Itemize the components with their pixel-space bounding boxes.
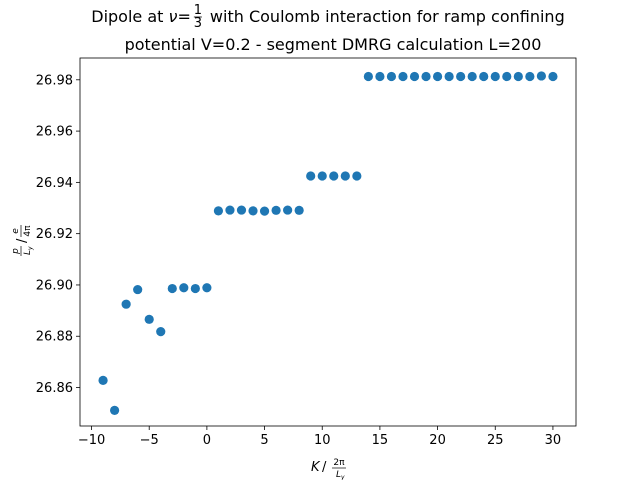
data-point (98, 375, 108, 385)
data-point (156, 327, 166, 337)
x-tick-label: −10 (78, 433, 105, 448)
y-label-e: e (11, 228, 21, 234)
y-tick-label: 26.90 (36, 278, 73, 293)
y-tick-label: 26.98 (36, 73, 73, 88)
x-tick-label: 15 (372, 433, 389, 448)
data-point (225, 205, 235, 215)
data-point (386, 71, 397, 82)
title-fraction-denominator: 3 (194, 16, 202, 31)
y-tick-label: 26.92 (36, 227, 73, 242)
data-point (317, 171, 327, 181)
y-tick-label: 26.94 (36, 176, 73, 191)
x-label-k: K (311, 460, 321, 475)
data-point (133, 284, 143, 295)
title-line-1: Dipole at ν= with Coulomb interaction fo… (91, 7, 564, 26)
y-axis-label: p L y / e 4π (11, 225, 34, 256)
x-tick-label: 30 (545, 433, 562, 448)
x-axis-ticks: −10 −5 0 5 10 15 20 25 30 (78, 426, 561, 448)
y-tick-label: 26.86 (36, 381, 73, 396)
x-label-denominator: L (336, 470, 341, 480)
x-label-numerator: 2π (333, 458, 345, 468)
x-tick-label: 10 (314, 433, 331, 448)
data-point (490, 71, 500, 82)
data-point (167, 283, 177, 294)
data-point (213, 206, 224, 216)
data-point (398, 71, 408, 82)
y-axis-ticks: 26.86 26.88 26.90 26.92 26.94 26.96 26.98 (36, 73, 80, 396)
data-point (283, 205, 293, 215)
data-point (536, 71, 546, 81)
plot-frame (79, 57, 577, 427)
title-suffix: with Coulomb interaction for ramp confin… (205, 7, 565, 26)
data-point (456, 71, 466, 82)
y-tick-label: 26.88 (36, 330, 73, 345)
y-label-4pi: 4π (23, 225, 33, 237)
data-point (409, 71, 420, 82)
title-prefix: Dipole at (91, 7, 168, 26)
data-point (340, 171, 350, 181)
data-point (236, 205, 247, 215)
y-label-slash: / (15, 238, 30, 243)
x-axis-label: K / 2π L y (311, 458, 346, 480)
x-label-slash: / (322, 460, 327, 475)
x-tick-label: 25 (487, 433, 504, 448)
data-point (259, 206, 270, 216)
data-point (479, 71, 489, 82)
data-point (190, 283, 200, 294)
data-point (179, 283, 189, 293)
data-point (110, 405, 120, 415)
x-label-denominator-sub: y (340, 474, 345, 480)
y-label-ly-sub: y (27, 246, 34, 251)
title-nu: ν (169, 7, 178, 26)
data-points (98, 71, 558, 415)
data-point (121, 299, 131, 309)
data-point (271, 205, 281, 215)
data-point (548, 71, 558, 82)
data-point (432, 71, 443, 82)
y-label-ly: L (23, 250, 33, 255)
data-point (375, 71, 385, 82)
title-line-2: potential V=0.2 - segment DMRG calculati… (125, 35, 542, 54)
title-fraction-numerator: 1 (194, 3, 202, 18)
data-point (202, 283, 212, 293)
data-point (144, 314, 154, 324)
y-tick-label: 26.96 (36, 125, 73, 140)
title-fraction: 1 3 (194, 3, 202, 31)
data-point (294, 205, 304, 215)
chart-title: Dipole at ν= with Coulomb interaction fo… (91, 3, 564, 54)
data-point (444, 71, 454, 82)
data-point (352, 171, 362, 181)
x-tick-label: −5 (140, 433, 159, 448)
data-point (306, 171, 316, 181)
y-label-p: p (11, 248, 21, 255)
data-point (329, 171, 339, 181)
x-tick-label: 0 (203, 433, 211, 448)
data-point (525, 71, 535, 82)
title-equals: = (177, 7, 190, 26)
data-point (502, 71, 512, 82)
x-tick-label: 20 (429, 433, 446, 448)
x-tick-label: 5 (260, 433, 268, 448)
data-point (421, 71, 431, 82)
data-point (513, 71, 523, 82)
data-point (248, 206, 258, 216)
data-point (467, 71, 477, 82)
data-point (363, 71, 373, 82)
